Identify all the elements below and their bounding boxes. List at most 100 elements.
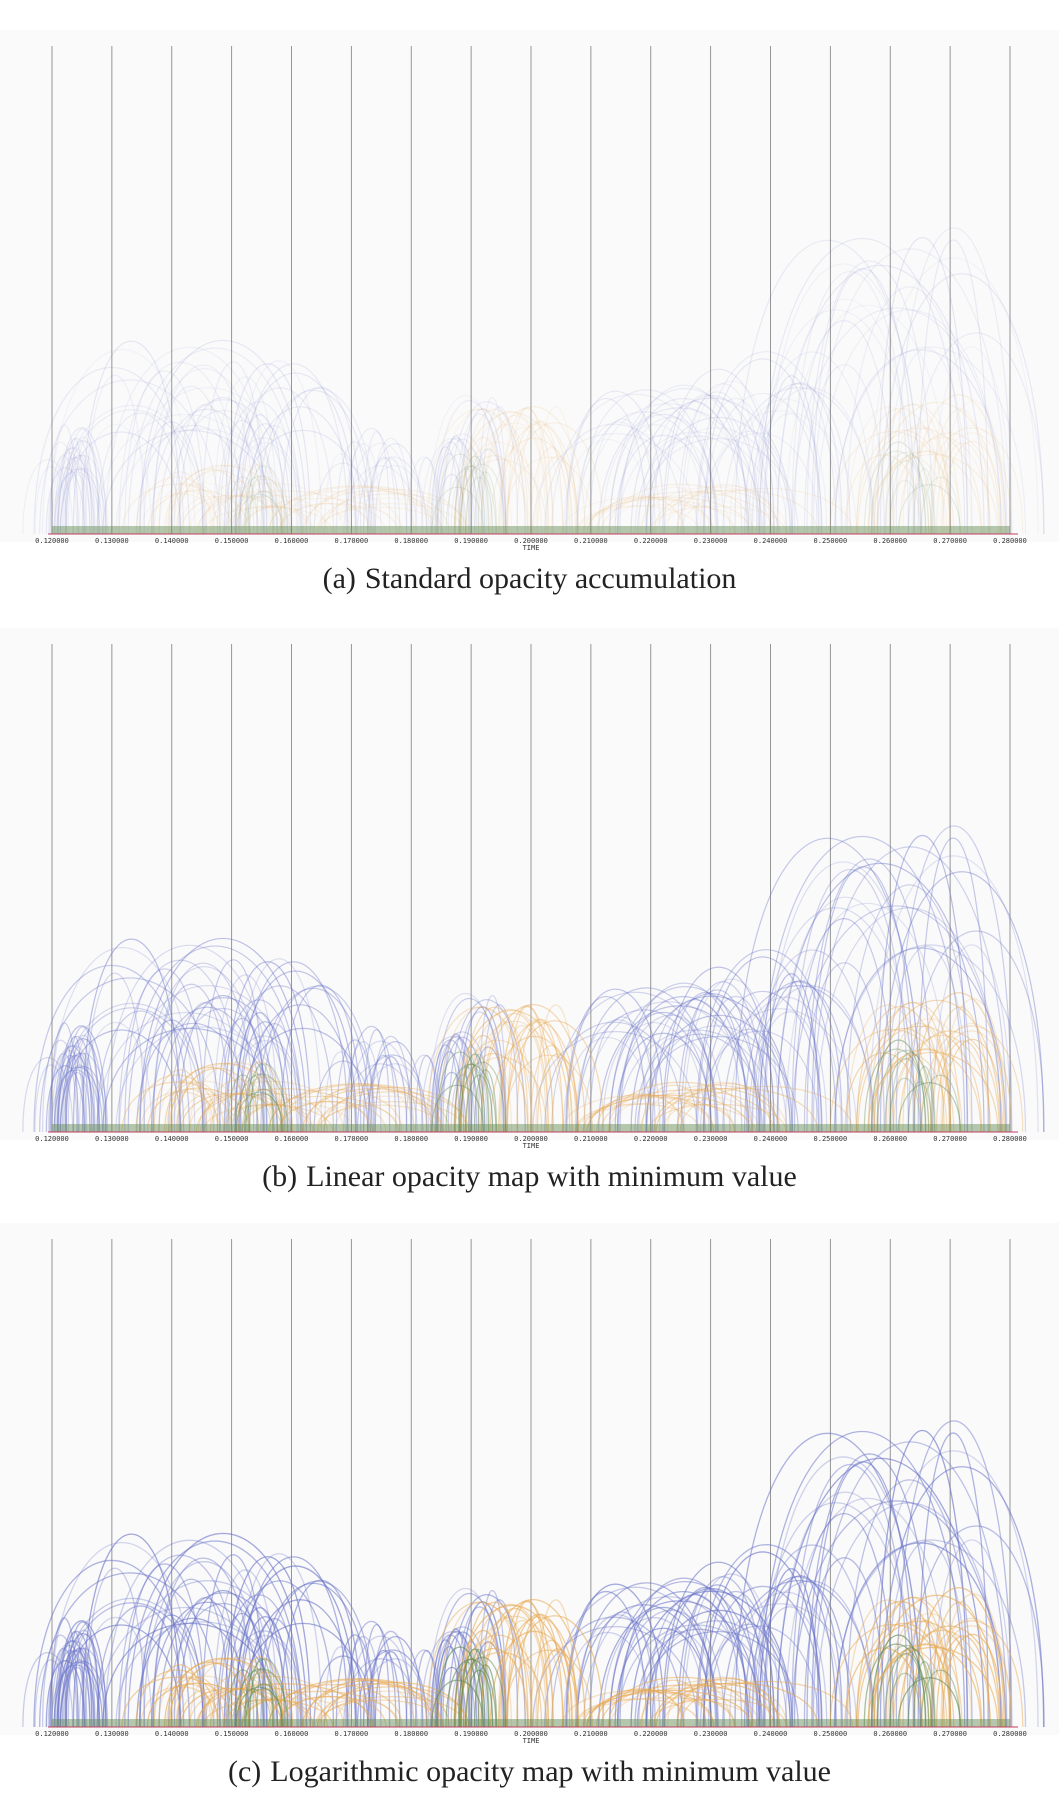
blue-arc	[216, 1018, 267, 1133]
blue-arc	[785, 304, 951, 535]
blue-arc	[152, 983, 230, 1133]
blue-arc	[619, 384, 749, 535]
blue-arc	[846, 1479, 973, 1728]
blue-arc	[59, 1066, 107, 1133]
blue-arc	[53, 1661, 104, 1728]
green-arc	[468, 455, 490, 535]
orange-arc	[279, 486, 433, 535]
orange-arc	[505, 1020, 604, 1133]
green-arc	[248, 1668, 274, 1728]
blue-arc	[470, 448, 507, 535]
blue-arc	[747, 387, 873, 535]
blue-arc	[56, 1597, 208, 1728]
blue-arc	[33, 367, 190, 535]
orange-arc	[497, 427, 547, 535]
orange-arc	[930, 1030, 1013, 1133]
blue-arc	[812, 1441, 1008, 1728]
blue-arc	[480, 1004, 519, 1133]
green-arc	[227, 1074, 259, 1133]
blue-arc	[53, 1045, 91, 1133]
blue-arc	[646, 999, 743, 1133]
orange-arc	[930, 1625, 1013, 1728]
blue-arc	[53, 1640, 91, 1728]
orange-arc	[157, 1080, 212, 1133]
blue-arc	[226, 985, 334, 1133]
blue-arc	[47, 447, 99, 535]
orange-arc	[931, 1022, 1012, 1133]
orange-arc	[870, 1049, 982, 1133]
green-arc	[876, 1645, 936, 1728]
x-tick-label: 0.270000	[933, 537, 967, 545]
blue-arc	[609, 986, 762, 1133]
blue-arc	[67, 436, 100, 535]
green-arc	[897, 1082, 962, 1133]
blue-arc	[81, 340, 181, 535]
orange-arc	[277, 1695, 387, 1728]
green-arc	[235, 493, 284, 535]
green-arc	[431, 1679, 484, 1728]
blue-arc	[51, 471, 101, 535]
blue-arc	[803, 1557, 885, 1728]
blue-arc	[346, 1026, 397, 1133]
orange-arc	[596, 1688, 685, 1728]
green-arc	[897, 1677, 962, 1728]
orange-arc	[504, 1054, 594, 1133]
orange-arc	[236, 1076, 294, 1133]
blue-arc	[348, 1040, 414, 1133]
orange-arc	[535, 1599, 577, 1728]
blue-arc	[213, 376, 278, 535]
blue-arc	[703, 358, 822, 535]
blue-arc	[139, 421, 204, 535]
blue-arc	[229, 1635, 301, 1728]
blue-arc	[532, 433, 698, 535]
blue-arc	[834, 1542, 1007, 1728]
blue-arc	[932, 1539, 1012, 1728]
orange-arc	[459, 1034, 507, 1133]
orange-arc	[935, 1635, 991, 1728]
green-arc	[454, 468, 480, 535]
orange-arc	[464, 1020, 564, 1133]
blue-arc	[734, 239, 922, 535]
orange-arc	[477, 423, 534, 535]
orange-arc	[268, 1083, 450, 1133]
x-tick-label: 0.160000	[275, 1135, 309, 1143]
blue-arc	[702, 991, 823, 1133]
green-arc	[227, 476, 259, 535]
blue-arc	[213, 974, 278, 1133]
blue-arc	[664, 393, 748, 535]
orange-arc	[480, 414, 549, 535]
green-arc	[907, 483, 933, 535]
blue-arc	[168, 410, 278, 535]
x-axis-label: TIME	[523, 1737, 540, 1745]
orange-arc	[168, 490, 215, 535]
blue-arc	[345, 443, 382, 535]
blue-arc	[617, 431, 775, 535]
blue-arc	[702, 1586, 823, 1728]
blue-arc	[583, 403, 753, 535]
green-arc	[241, 1688, 284, 1728]
orange-arc	[153, 471, 207, 535]
blue-arc	[630, 1590, 793, 1728]
orange-arc	[574, 1103, 701, 1133]
blue-arc	[343, 1063, 418, 1133]
blue-arc	[664, 991, 748, 1133]
blue-arc	[139, 938, 308, 1133]
blue-arc	[53, 468, 103, 535]
blue-arc	[551, 991, 719, 1133]
orange-arc	[180, 1093, 283, 1133]
blue-arc	[634, 1628, 764, 1728]
orange-arc	[437, 1006, 526, 1133]
blue-arc	[374, 1650, 408, 1728]
blue-arc	[478, 396, 507, 535]
orange-arc	[844, 454, 923, 535]
green-arc	[436, 1051, 484, 1133]
orange-arc	[899, 1030, 1000, 1133]
blue-arc	[34, 1064, 68, 1133]
blue-arc	[313, 462, 373, 535]
orange-arc	[460, 408, 529, 535]
blue-arc	[234, 372, 357, 535]
green-arc	[445, 1658, 497, 1728]
blue-arc	[833, 944, 1027, 1133]
blue-arc	[59, 468, 107, 535]
blue-arc	[575, 1019, 661, 1133]
